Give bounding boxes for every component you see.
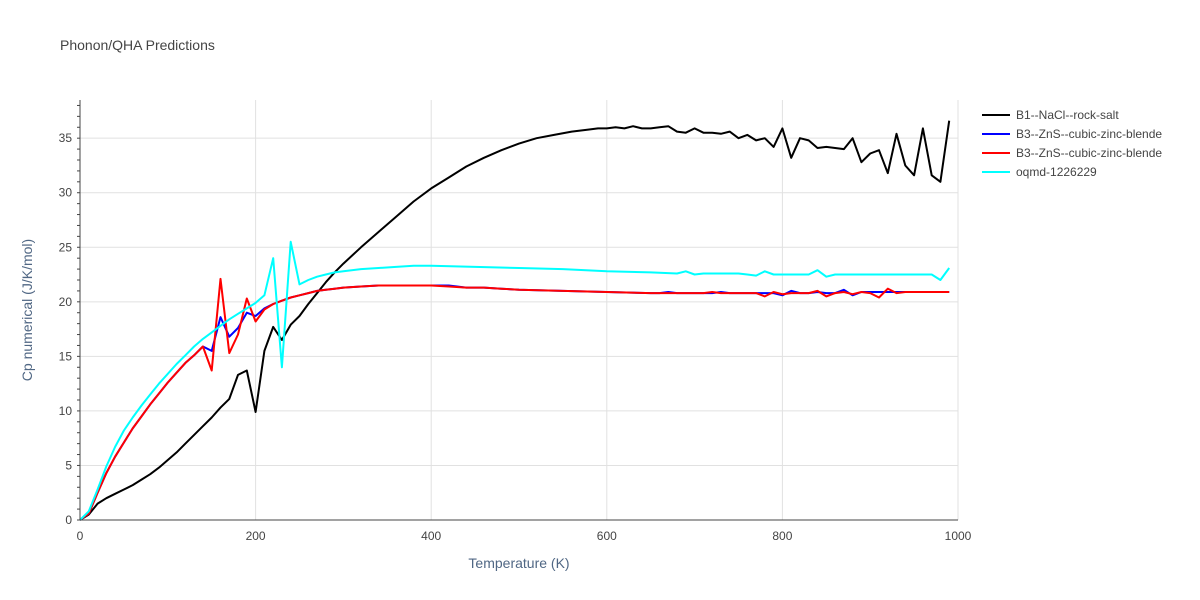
y-tick-label: 5 <box>65 458 72 472</box>
series-line-3 <box>79 240 951 521</box>
grid <box>80 100 959 520</box>
series-line-1 <box>79 284 950 521</box>
y-tick-label: 10 <box>59 404 73 418</box>
y-tick-label: 35 <box>59 131 73 145</box>
x-tick-label: 0 <box>77 529 84 543</box>
axes <box>77 100 958 521</box>
legend-item-2[interactable]: B3--ZnS--cubic-zinc-blende <box>982 146 1162 160</box>
legend[interactable]: B1--NaCl--rock-salt B3--ZnS--cubic-zinc-b… <box>982 108 1162 179</box>
y-tick-label: 25 <box>59 240 73 254</box>
y-tick-label: 20 <box>59 295 73 309</box>
x-tick-label: 400 <box>421 529 441 543</box>
legend-label: oqmd-1226229 <box>1016 165 1097 179</box>
x-axis-title: Temperature (K) <box>468 555 569 571</box>
legend-item-0[interactable]: B1--NaCl--rock-salt <box>982 108 1119 122</box>
series-line-2 <box>79 277 950 521</box>
y-tick-label: 0 <box>65 513 72 527</box>
legend-label: B1--NaCl--rock-salt <box>1016 108 1119 122</box>
x-tick-label: 1000 <box>945 529 972 543</box>
tick-labels: 0 200 400 600 800 1000 0 5 10 15 20 25 30 35 <box>59 131 972 543</box>
series-layer <box>79 120 951 521</box>
legend-label: B3--ZnS--cubic-zinc-blende <box>1016 127 1162 141</box>
x-tick-label: 600 <box>597 529 617 543</box>
legend-item-3[interactable]: oqmd-1226229 <box>982 165 1097 179</box>
series-line-0 <box>79 120 951 521</box>
y-tick-label: 15 <box>59 349 73 363</box>
x-tick-label: 200 <box>246 529 266 543</box>
y-tick-label: 30 <box>59 186 73 200</box>
legend-item-1[interactable]: B3--ZnS--cubic-zinc-blende <box>982 127 1162 141</box>
y-axis-title: Cp numerical (J/K/mol) <box>19 239 35 381</box>
x-tick-label: 800 <box>772 529 792 543</box>
legend-label: B3--ZnS--cubic-zinc-blende <box>1016 146 1162 160</box>
chart-title: Phonon/QHA Predictions <box>60 37 215 53</box>
